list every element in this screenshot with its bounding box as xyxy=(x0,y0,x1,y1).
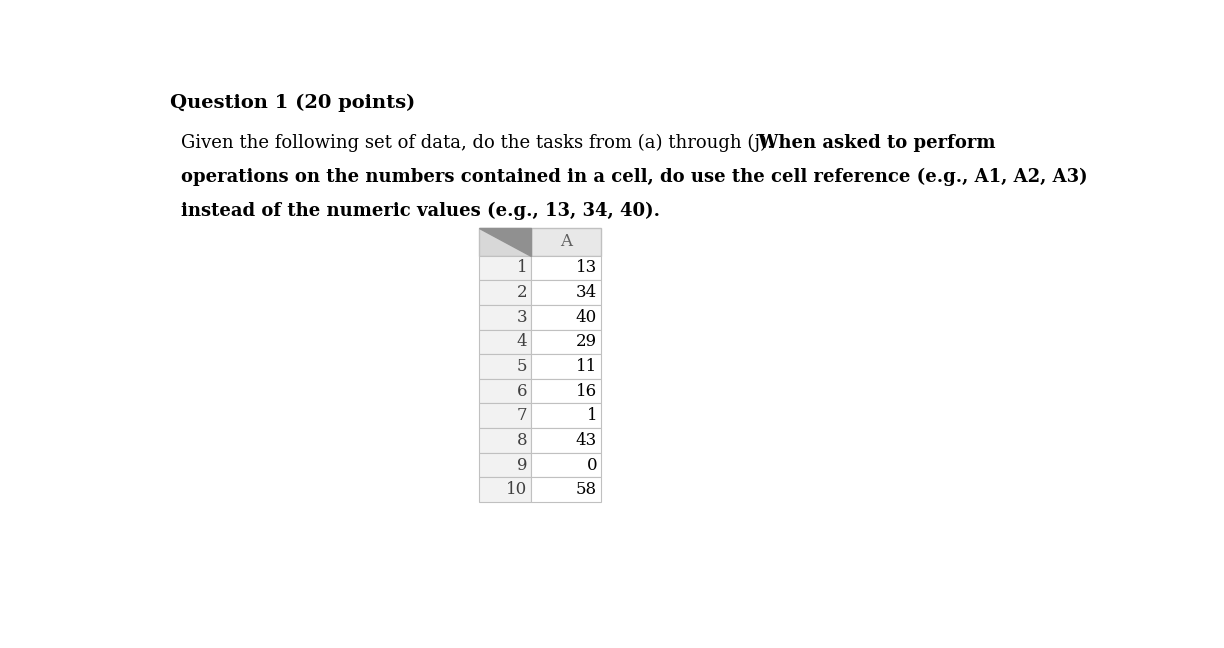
Text: 1: 1 xyxy=(517,259,528,277)
Text: 1: 1 xyxy=(586,408,597,424)
Bar xyxy=(479,255,531,281)
Bar xyxy=(479,330,531,354)
Text: 10: 10 xyxy=(506,481,528,498)
Bar xyxy=(479,428,531,453)
Bar xyxy=(479,453,531,478)
Bar xyxy=(531,228,601,255)
Text: 3: 3 xyxy=(517,308,528,326)
Bar xyxy=(479,305,531,330)
Bar xyxy=(531,453,601,478)
Text: A: A xyxy=(561,233,572,250)
Bar xyxy=(531,428,601,453)
Text: 11: 11 xyxy=(575,358,597,375)
Bar xyxy=(531,379,601,404)
Text: Question 1 (20 points): Question 1 (20 points) xyxy=(170,94,415,112)
Bar xyxy=(531,305,601,330)
Text: 4: 4 xyxy=(517,333,528,351)
Bar xyxy=(479,404,531,428)
Bar xyxy=(479,281,531,305)
Text: 58: 58 xyxy=(577,481,597,498)
Bar xyxy=(479,354,531,379)
Bar xyxy=(531,478,601,502)
Text: 9: 9 xyxy=(517,457,528,474)
Text: When asked to perform: When asked to perform xyxy=(753,133,996,152)
Bar xyxy=(531,255,601,281)
Bar xyxy=(531,404,601,428)
Bar xyxy=(531,330,601,354)
Text: 6: 6 xyxy=(517,383,528,400)
Polygon shape xyxy=(479,228,531,255)
Text: 7: 7 xyxy=(517,408,528,424)
Text: operations on the numbers contained in a cell, do use the cell reference (e.g., : operations on the numbers contained in a… xyxy=(181,168,1088,186)
Bar xyxy=(479,478,531,502)
Text: 13: 13 xyxy=(575,259,597,277)
Text: instead of the numeric values (e.g., 13, 34, 40).: instead of the numeric values (e.g., 13,… xyxy=(181,202,661,220)
Bar xyxy=(479,379,531,404)
Text: 2: 2 xyxy=(517,284,528,301)
Text: Given the following set of data, do the tasks from (a) through (j).: Given the following set of data, do the … xyxy=(181,133,774,152)
Text: 5: 5 xyxy=(517,358,528,375)
Text: 29: 29 xyxy=(577,333,597,351)
Text: 0: 0 xyxy=(586,457,597,474)
Text: 40: 40 xyxy=(575,308,597,326)
Text: 16: 16 xyxy=(577,383,597,400)
Text: 34: 34 xyxy=(575,284,597,301)
Bar xyxy=(479,228,531,255)
Text: 43: 43 xyxy=(575,432,597,449)
Bar xyxy=(531,281,601,305)
Bar xyxy=(531,354,601,379)
Text: 8: 8 xyxy=(517,432,528,449)
